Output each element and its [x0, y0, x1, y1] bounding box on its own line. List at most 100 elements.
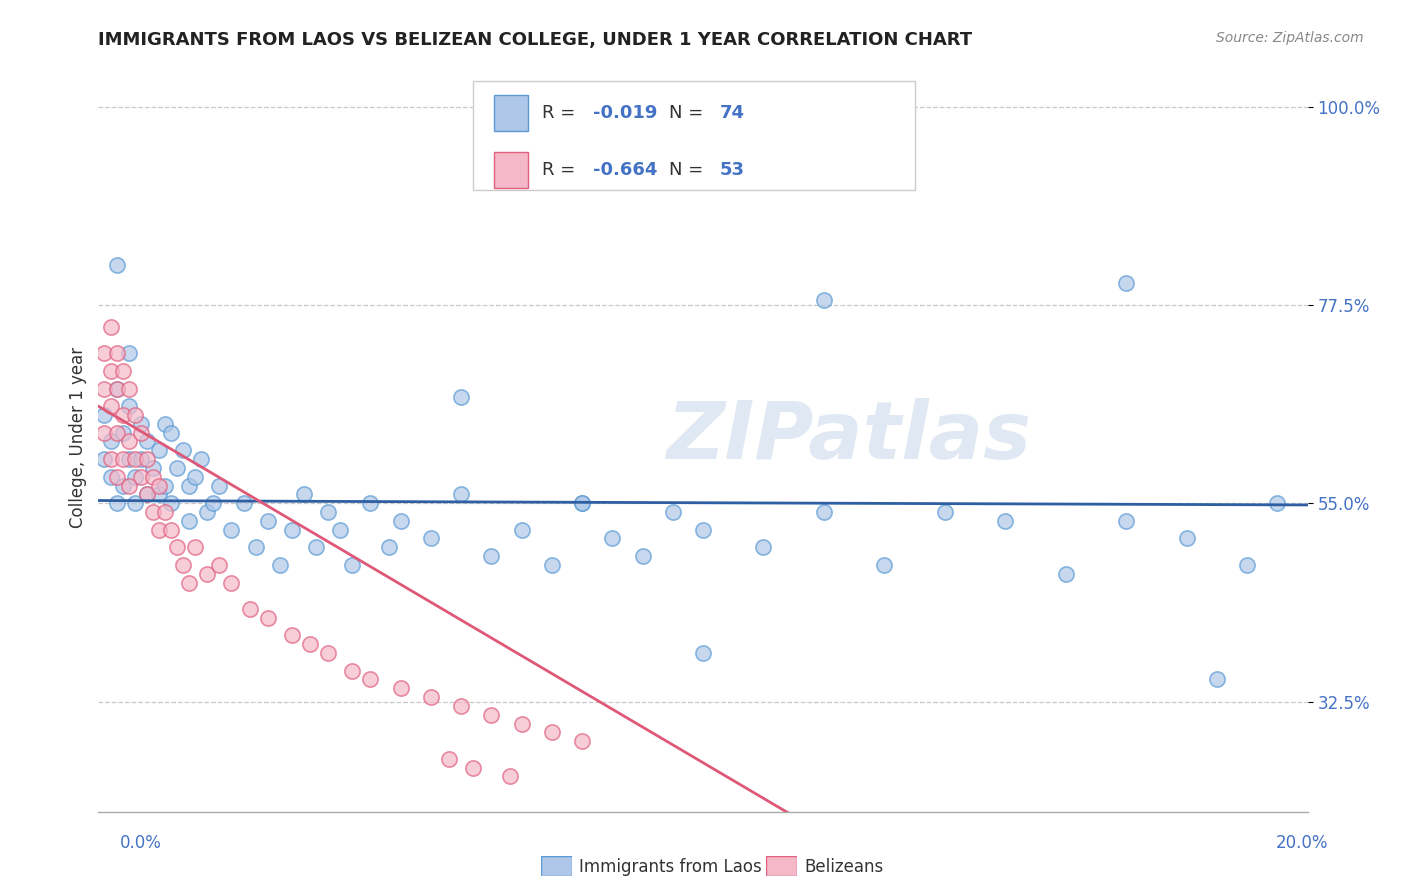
- Point: [100, 452, 122, 467]
- Point: [208, 558, 231, 572]
- Point: [166, 461, 188, 475]
- FancyBboxPatch shape: [474, 81, 915, 190]
- Point: [631, 549, 654, 563]
- Point: [437, 752, 460, 766]
- Point: [450, 487, 472, 501]
- Point: [179, 575, 201, 590]
- Point: [232, 496, 254, 510]
- Point: [100, 319, 122, 334]
- Point: [179, 478, 201, 492]
- Point: [118, 346, 141, 360]
- Point: [160, 523, 183, 537]
- Point: [245, 541, 267, 555]
- Point: [256, 611, 278, 625]
- Text: 53: 53: [720, 161, 745, 178]
- Point: [93, 382, 115, 396]
- Point: [153, 417, 176, 431]
- Point: [195, 566, 218, 581]
- Point: [1115, 514, 1137, 528]
- Point: [160, 496, 183, 510]
- Point: [100, 434, 122, 449]
- Point: [105, 382, 128, 396]
- Text: N =: N =: [669, 161, 709, 178]
- FancyBboxPatch shape: [494, 152, 527, 187]
- Point: [129, 452, 152, 467]
- Point: [221, 575, 243, 590]
- Text: 0.0%: 0.0%: [120, 834, 162, 852]
- Point: [1236, 558, 1258, 572]
- Point: [450, 698, 472, 713]
- Point: [111, 425, 134, 440]
- Point: [360, 673, 382, 687]
- Point: [93, 452, 115, 467]
- Point: [160, 425, 183, 440]
- Point: [329, 523, 352, 537]
- Point: [153, 478, 176, 492]
- Point: [148, 523, 170, 537]
- Y-axis label: College, Under 1 year: College, Under 1 year: [69, 346, 87, 528]
- Point: [342, 558, 364, 572]
- Point: [994, 514, 1017, 528]
- Point: [135, 487, 157, 501]
- Point: [129, 425, 152, 440]
- Point: [105, 496, 128, 510]
- Point: [124, 469, 146, 483]
- Point: [184, 541, 207, 555]
- Text: R =: R =: [543, 104, 581, 122]
- Text: N =: N =: [669, 104, 709, 122]
- Point: [93, 425, 115, 440]
- Point: [195, 505, 218, 519]
- Point: [153, 505, 176, 519]
- Point: [124, 408, 146, 422]
- Point: [389, 681, 412, 696]
- Point: [602, 532, 624, 546]
- Point: [934, 505, 956, 519]
- Point: [510, 523, 533, 537]
- Point: [281, 628, 304, 642]
- Point: [172, 443, 194, 458]
- Text: IMMIGRANTS FROM LAOS VS BELIZEAN COLLEGE, UNDER 1 YEAR CORRELATION CHART: IMMIGRANTS FROM LAOS VS BELIZEAN COLLEGE…: [98, 31, 973, 49]
- Point: [389, 514, 412, 528]
- Text: 74: 74: [720, 104, 745, 122]
- Point: [540, 558, 562, 572]
- Point: [111, 364, 134, 378]
- Point: [100, 469, 122, 483]
- Point: [118, 434, 141, 449]
- Point: [148, 478, 170, 492]
- Text: Belizeans: Belizeans: [804, 858, 883, 876]
- Point: [135, 434, 157, 449]
- Point: [661, 505, 683, 519]
- Point: [135, 452, 157, 467]
- Point: [148, 443, 170, 458]
- Point: [1175, 532, 1198, 546]
- Point: [184, 469, 207, 483]
- Point: [111, 408, 134, 422]
- Point: [571, 496, 593, 510]
- Point: [256, 514, 278, 528]
- Point: [752, 541, 775, 555]
- Point: [105, 382, 128, 396]
- Point: [124, 496, 146, 510]
- Point: [813, 505, 835, 519]
- Point: [111, 478, 134, 492]
- Point: [179, 514, 201, 528]
- Point: [692, 646, 714, 660]
- Text: -0.664: -0.664: [593, 161, 658, 178]
- Point: [316, 505, 339, 519]
- Point: [105, 346, 128, 360]
- Point: [93, 346, 115, 360]
- Point: [239, 602, 262, 616]
- Point: [118, 452, 141, 467]
- Point: [316, 646, 339, 660]
- Point: [208, 478, 231, 492]
- Point: [281, 523, 304, 537]
- Point: [105, 425, 128, 440]
- Point: [1115, 276, 1137, 290]
- Text: Source: ZipAtlas.com: Source: ZipAtlas.com: [1216, 31, 1364, 45]
- Point: [463, 761, 485, 775]
- Point: [305, 541, 328, 555]
- FancyBboxPatch shape: [494, 95, 527, 131]
- Point: [571, 496, 593, 510]
- Point: [105, 469, 128, 483]
- Point: [129, 469, 152, 483]
